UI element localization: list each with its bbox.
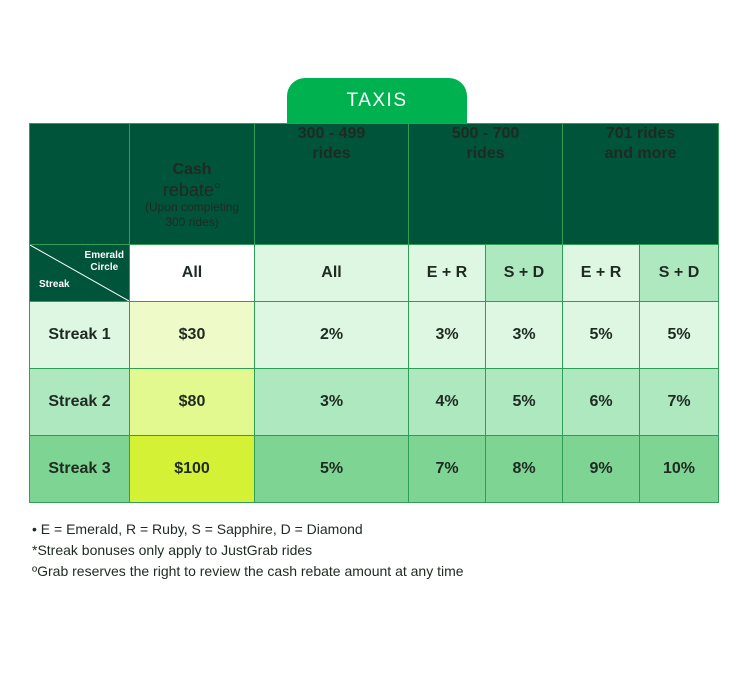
cash-note-line1: (Upon completing (144, 200, 240, 214)
sub-300-all: All (254, 244, 409, 302)
table-row: Streak 1 $30 2% 3% 3% 5% 5% (29, 301, 720, 369)
rate-cell: 3% (408, 301, 486, 369)
rate-cell: 6% (562, 368, 641, 436)
header-row: Cash rebate° (Upon completing 300 rides)… (29, 123, 720, 245)
header-701-plus: 701 rides and more (562, 123, 720, 245)
rate-cell: 5% (562, 301, 641, 369)
rates-table: Cash rebate° (Upon completing 300 rides)… (29, 123, 720, 503)
sub-701-er: E + R (562, 244, 641, 302)
row-label: Streak 2 (29, 368, 130, 436)
col2-line2: rides (466, 145, 505, 162)
rate-cell: 7% (639, 368, 720, 436)
rate-cell: 10% (639, 435, 720, 503)
cash-value: $80 (129, 368, 255, 436)
emerald-line2: Circle (90, 262, 119, 273)
table-row: Streak 2 $80 3% 4% 5% 6% 7% (29, 368, 720, 436)
taxis-tab: TAXIS (287, 78, 467, 124)
header-500-700: 500 - 700 rides (407, 123, 564, 245)
row-label: Streak 1 (29, 301, 130, 369)
col3-line1: 701 rides (605, 125, 676, 142)
rate-cell: 5% (639, 301, 720, 369)
cash-label-line1: Cash (172, 161, 212, 178)
emerald-line1: Emerald (84, 250, 124, 261)
rate-cell: 4% (408, 368, 486, 436)
col1-line2: rides (312, 145, 351, 162)
footnotes: • E = Emerald, R = Ruby, S = Sapphire, D… (32, 519, 464, 582)
col1-line1: 300 - 499 (297, 125, 366, 142)
cash-note-line2: 300 rides) (165, 215, 219, 229)
col2-line1: 500 - 700 (451, 125, 520, 142)
cash-label-line2: rebate° (162, 180, 222, 200)
col3-line2: and more (604, 145, 677, 162)
rate-cell: 5% (254, 435, 409, 503)
streak-label: Streak (39, 279, 70, 290)
subheader-row: Emerald Circle Streak All All E + R S + … (29, 244, 720, 302)
cash-value: $30 (129, 301, 255, 369)
row-label: Streak 3 (29, 435, 130, 503)
rate-cell: 2% (254, 301, 409, 369)
rate-cell: 5% (484, 368, 564, 436)
rate-cell: 3% (484, 301, 564, 369)
footnote-legend: • E = Emerald, R = Ruby, S = Sapphire, D… (32, 521, 363, 537)
sub-500-er: E + R (408, 244, 486, 302)
cash-value: $100 (129, 435, 255, 503)
corner-cell: Emerald Circle Streak (29, 244, 130, 302)
footnote-streak: *Streak bonuses only apply to JustGrab r… (32, 542, 313, 558)
header-empty-cell (29, 123, 130, 245)
sub-701-sd: S + D (639, 244, 720, 302)
footnote-rebate: ºGrab reserves the right to review the c… (32, 563, 464, 579)
tab-label: TAXIS (346, 90, 408, 111)
table-row: Streak 3 $100 5% 7% 8% 9% 10% (29, 435, 720, 503)
sub-500-sd: S + D (484, 244, 564, 302)
emerald-circle-label: Emerald Circle (85, 250, 124, 274)
rate-cell: 7% (408, 435, 486, 503)
diagonal-line (30, 245, 129, 301)
rate-cell: 3% (254, 368, 409, 436)
rate-cell: 8% (484, 435, 564, 503)
header-300-499: 300 - 499 rides (254, 123, 409, 245)
sub-cash-all: All (129, 244, 255, 302)
rate-cell: 9% (562, 435, 641, 503)
header-cash-rebate: Cash rebate° (Upon completing 300 rides) (129, 123, 255, 245)
